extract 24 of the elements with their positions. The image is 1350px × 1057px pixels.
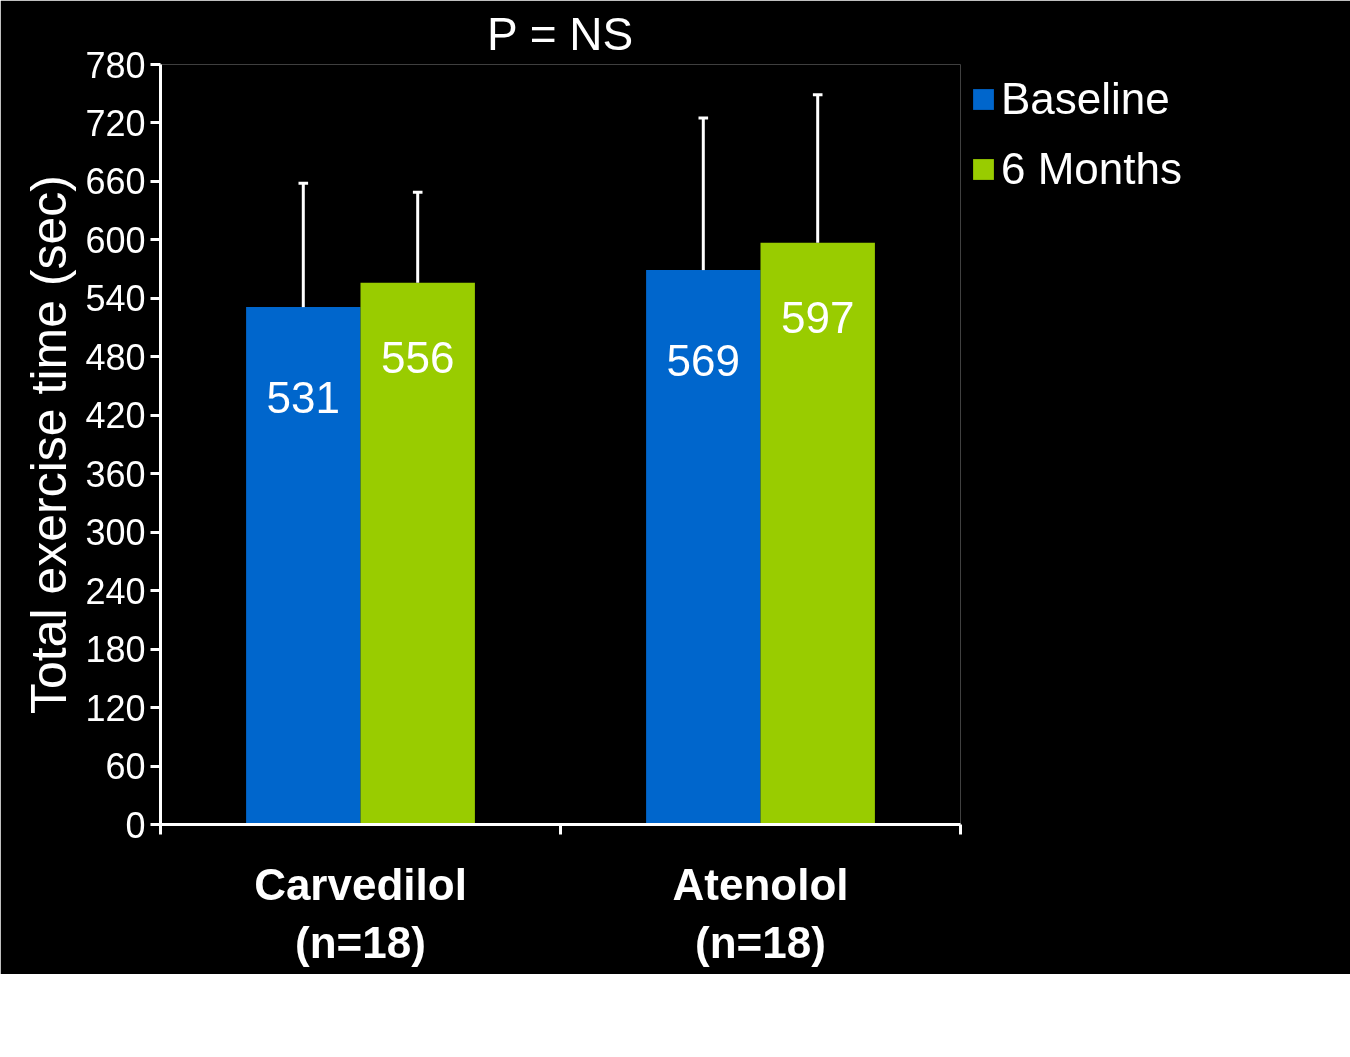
y-tick-label: 540: [85, 278, 146, 320]
y-axis-title: Total exercise time (sec): [21, 174, 78, 715]
data-label: 569: [666, 335, 741, 385]
data-label: 597: [780, 293, 855, 343]
y-tick-label: 240: [85, 570, 146, 612]
y-tick-label: 180: [85, 629, 146, 671]
y-tick-label: 120: [85, 687, 146, 729]
y-tick-label: 420: [85, 395, 146, 437]
y-tick-label: 720: [85, 102, 146, 144]
y-tick-label: 60: [105, 746, 146, 788]
x-tick-label: Atenolol (n=18): [672, 859, 849, 968]
x-tick-label: Carvedilol (n=18): [254, 859, 467, 968]
y-tick-label: 660: [85, 161, 146, 203]
y-tick-label: 360: [85, 453, 146, 495]
data-label: 556: [380, 333, 455, 383]
y-tick-label: 300: [85, 512, 146, 554]
legend-label: 6 Months: [1001, 144, 1182, 194]
y-tick-label: 0: [125, 804, 146, 846]
legend-label: Baseline: [1001, 74, 1170, 124]
y-tick-label: 600: [85, 219, 146, 261]
y-tick-label: 480: [85, 336, 146, 378]
y-tick-label: 780: [85, 44, 146, 86]
chart-title: P = NS: [487, 7, 634, 60]
data-label: 531: [266, 372, 341, 422]
